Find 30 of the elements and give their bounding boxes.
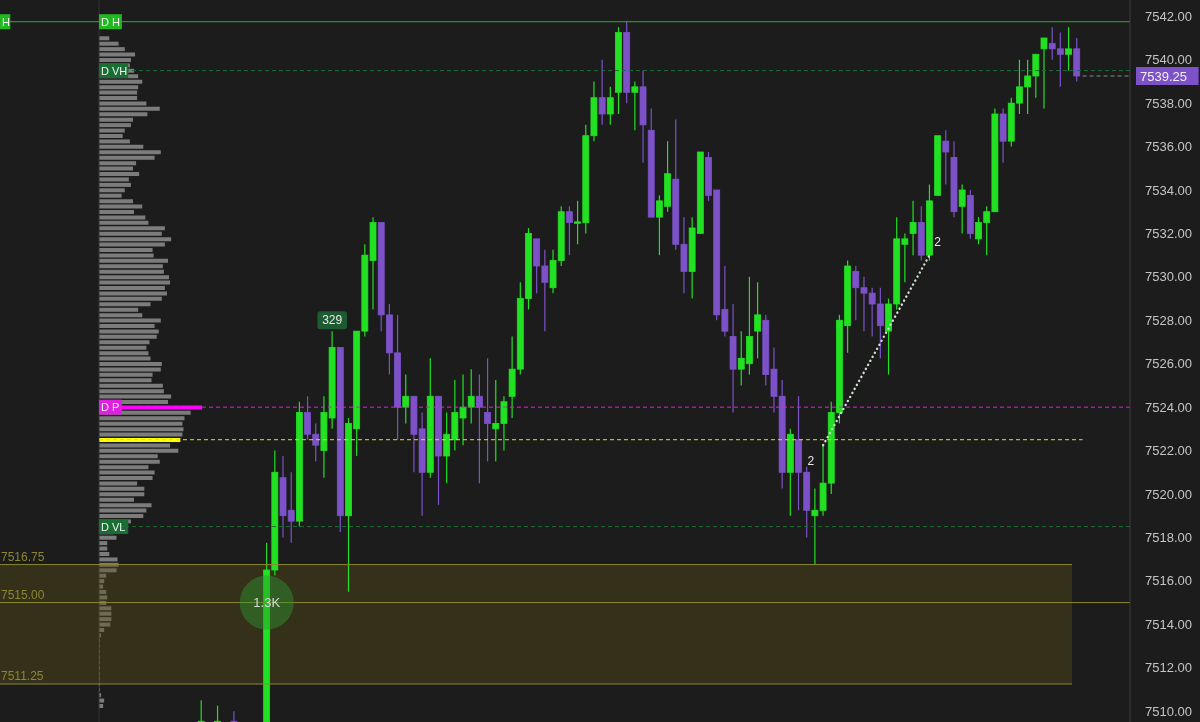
- y-tick-label: 7512.00: [1145, 660, 1192, 676]
- y-tick-label: 7534.00: [1145, 182, 1192, 198]
- ref-line-label: D H: [101, 15, 120, 28]
- y-tick-label: 7532.00: [1145, 226, 1192, 242]
- y-tick-label: 7514.00: [1145, 616, 1192, 632]
- y-tick-label: 7522.00: [1145, 443, 1192, 459]
- annotation: 1.3K: [253, 595, 281, 611]
- ref-line-label: 7511.25: [1, 669, 44, 683]
- annotation: 2: [934, 235, 942, 250]
- y-tick-label: 7540.00: [1145, 52, 1192, 68]
- annotation: 329: [322, 313, 343, 328]
- y-tick-label: 7524.00: [1145, 399, 1192, 415]
- y-tick-label: 7542.00: [1145, 8, 1192, 24]
- annotation: 2: [807, 454, 815, 469]
- y-tick-label: 7526.00: [1145, 356, 1192, 372]
- y-tick-label: 7528.00: [1145, 312, 1192, 328]
- text: H: [2, 15, 10, 28]
- y-tick-label: 7516.00: [1145, 573, 1192, 589]
- y-tick-label: 7510.00: [1145, 703, 1192, 719]
- ref-line-label: D P: [101, 401, 120, 414]
- y-tick-label: 7518.00: [1145, 530, 1192, 546]
- ref-line-label: 7515.00: [1, 587, 45, 602]
- ref-line-label: 7516.75: [1, 549, 45, 564]
- y-tick-label: 7538.00: [1145, 95, 1192, 111]
- y-tick-label: 7530.00: [1145, 269, 1192, 285]
- ref-line-label: 7539.25: [1140, 68, 1187, 84]
- y-tick-label: 7536.00: [1145, 139, 1192, 155]
- ref-line-label: D VL: [101, 520, 126, 533]
- y-tick-label: 7520.00: [1145, 486, 1192, 502]
- ref-line-label: D VH: [101, 64, 128, 77]
